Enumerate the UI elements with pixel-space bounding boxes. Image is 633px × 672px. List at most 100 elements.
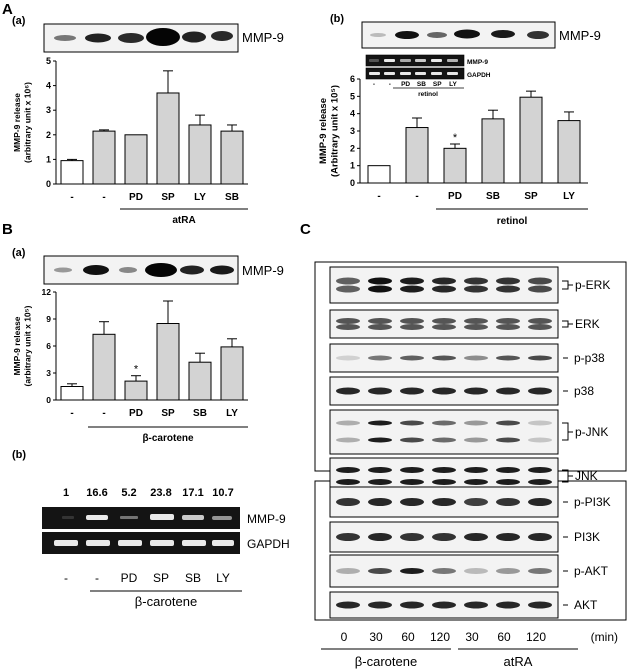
gel-lane-label: - [64, 571, 68, 585]
bar-chart-b-a: 0 3 6 9 12 - - * PD SP SB LY β-carotene MMP-9 release… [12, 287, 248, 444]
x-tick-label: PD [448, 191, 462, 202]
inset-label-gapdh: GAPDH [467, 72, 491, 79]
inset-label-mmp9: MMP-9 [467, 59, 488, 66]
blot-band [400, 355, 424, 361]
panel-letter-a: A [2, 1, 13, 18]
inset-lane-label: SP [433, 81, 442, 88]
time-point-label: 120 [526, 630, 546, 644]
blot-band [496, 277, 520, 285]
blot-band [528, 387, 552, 395]
bar [405, 127, 429, 184]
bar [156, 323, 180, 401]
blot-band [368, 318, 392, 324]
inset-group-label-retinol: retinol [418, 91, 438, 98]
blot-band [368, 387, 392, 395]
bar [188, 124, 212, 185]
x-tick-label: SP [161, 408, 175, 419]
bar [60, 160, 84, 185]
western-blot-a-b [361, 21, 556, 49]
gel-lane-label: SB [185, 571, 201, 585]
bar [557, 120, 581, 184]
blot-band [464, 498, 488, 506]
blot-band [528, 479, 552, 485]
blot-band [432, 498, 456, 506]
x-tick-label: - [102, 408, 105, 419]
gel-lane-label: PD [121, 571, 138, 585]
blot-band [528, 277, 552, 285]
group-label-beta-carotene: β-carotene [355, 654, 417, 669]
significance-asterisk: * [134, 364, 139, 376]
sub-label-b-a: (a) [12, 247, 26, 259]
blot-label-mmp9-a-b: MMP-9 [559, 28, 601, 43]
blot-band [496, 318, 520, 324]
time-point-label: 30 [465, 630, 479, 644]
sub-label-a-a: (a) [12, 15, 26, 27]
panel-letter-c: C [300, 221, 311, 238]
blot-band [400, 387, 424, 395]
blot-band [464, 437, 488, 443]
blot-label-mmp9-a-a: MMP-9 [242, 30, 284, 45]
blot-band [496, 285, 520, 293]
blot-band [336, 533, 360, 541]
panel-letter-b: B [2, 221, 13, 238]
bar [188, 361, 212, 401]
blot-band [432, 355, 456, 361]
y-tick-label: 3 [46, 368, 51, 378]
blot-band [464, 420, 488, 426]
blot-band [464, 387, 488, 395]
bar [220, 130, 244, 185]
blot-band [368, 533, 392, 541]
blot-band [432, 387, 456, 395]
blot-band [400, 467, 424, 473]
x-tick-label: - [377, 191, 380, 202]
blot-band [368, 601, 392, 609]
time-unit-label: (min) [591, 630, 618, 644]
blot-row-label: p-PI3K [574, 495, 611, 509]
blot-row-label: p-p38 [574, 351, 605, 365]
blot-band [368, 420, 392, 426]
blot-band [400, 420, 424, 426]
inset-lane-label: PD [401, 81, 410, 88]
blot-band [464, 601, 488, 609]
inset-lane-label: - [373, 81, 375, 88]
blot-band [432, 533, 456, 541]
band-bracket [562, 422, 569, 441]
blot-row-label: p-AKT [574, 564, 609, 578]
blot-band [368, 324, 392, 330]
y-tick-label: 3 [46, 105, 51, 115]
blot-band [400, 318, 424, 324]
y-tick-label: 1 [46, 154, 51, 164]
blot-band [336, 277, 360, 285]
bar [220, 346, 244, 401]
rt-pcr-gel-b-b [42, 507, 240, 554]
blot-band [368, 277, 392, 285]
bar-chart-a-b: 0 1 2 3 4 5 6 - - * PD SB SP LY retinol MMP-9 release(A… [318, 74, 588, 227]
blot-band [400, 498, 424, 506]
blot-band [432, 318, 456, 324]
x-tick-label: PD [129, 408, 143, 419]
blot-band [368, 437, 392, 443]
blot-band [336, 285, 360, 293]
sub-label-b-b: (b) [12, 449, 26, 461]
blot-row-label: p-ERK [575, 278, 610, 292]
blot-band [528, 568, 552, 574]
blot-band [368, 479, 392, 485]
x-tick-label: SB [193, 408, 207, 419]
blot-band [496, 479, 520, 485]
y-tick-label: 0 [46, 179, 51, 189]
blot-band [496, 324, 520, 330]
densitometry-value: 16.6 [86, 487, 107, 499]
x-tick-label: - [415, 191, 418, 202]
blot-row-label: AKT [574, 598, 598, 612]
y-tick-label: 9 [46, 314, 51, 324]
densitometry-value: 1 [63, 487, 69, 499]
blot-strip [329, 266, 559, 304]
time-point-label: 0 [341, 630, 348, 644]
blot-band [464, 277, 488, 285]
blot-band [432, 568, 456, 574]
gel-lane-label: LY [216, 571, 230, 585]
blot-band [528, 324, 552, 330]
densitometry-value: 10.7 [212, 487, 233, 499]
x-tick-label: SB [225, 192, 239, 203]
